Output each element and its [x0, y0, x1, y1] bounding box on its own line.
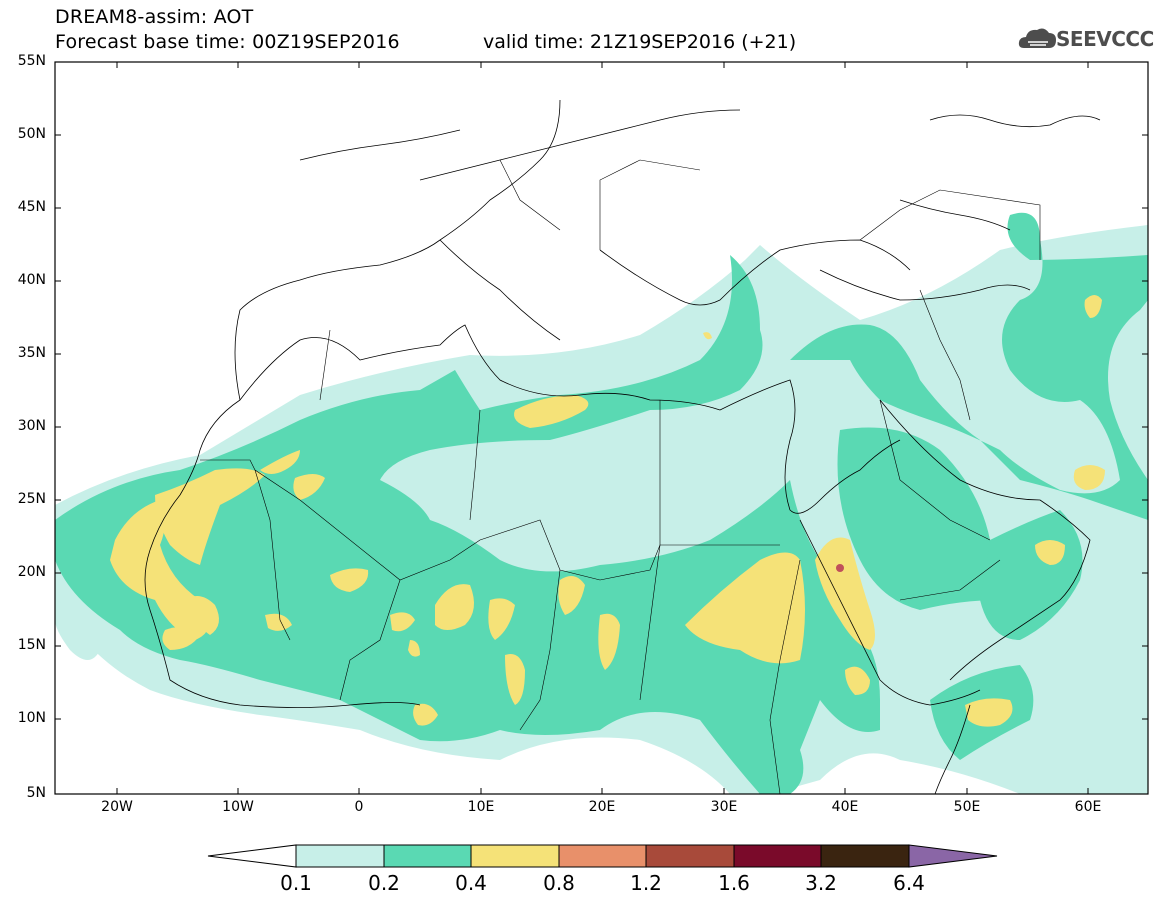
coastlines	[144, 99, 1101, 794]
lon-label: 10E	[467, 799, 495, 815]
lon-label: 20E	[588, 799, 616, 815]
colorbar-label: 1.2	[630, 871, 662, 895]
colorbar-bin-3.2-6.4	[820, 844, 910, 868]
colorbar	[207, 844, 998, 868]
colorbar-under-triangle	[207, 844, 297, 868]
aot-level-0.4	[110, 295, 1105, 727]
lat-label: 5N	[26, 785, 46, 801]
colorbar-label: 1.6	[718, 871, 750, 895]
colorbar-bin-1.2-1.6	[645, 844, 735, 868]
colorbar-bin-0.1-0.2	[295, 844, 385, 868]
lon-label: 30E	[710, 799, 738, 815]
lat-label: 15N	[17, 637, 46, 653]
colorbar-label: 6.4	[893, 871, 925, 895]
logo-text: SEEVCCC	[1056, 27, 1154, 51]
lat-ticks	[55, 61, 1148, 795]
colorbar-bin-0.2-0.4	[383, 844, 472, 868]
lat-label: 30N	[17, 418, 46, 434]
lat-label: 10N	[17, 710, 46, 726]
colorbar-label: 0.1	[280, 871, 312, 895]
colorbar-label: 0.4	[455, 871, 487, 895]
colorbar-over-triangle	[908, 844, 998, 868]
lon-label: 60E	[1074, 799, 1102, 815]
colorbar-label: 0.2	[368, 871, 400, 895]
lon-label: 10W	[222, 799, 254, 815]
lon-label: 0	[354, 799, 364, 815]
colorbar-bin-0.8-1.2	[558, 844, 647, 868]
lat-label: 25N	[17, 491, 46, 507]
lat-label: 45N	[17, 199, 46, 215]
cloud-logo-icon	[1018, 28, 1056, 48]
lat-label: 50N	[17, 126, 46, 142]
valid-time: valid time: 21Z19SEP2016 (+21)	[483, 31, 797, 53]
lon-label: 40E	[831, 799, 859, 815]
lat-label: 35N	[17, 345, 46, 361]
forecast-base-time: Forecast base time: 00Z19SEP2016	[55, 31, 400, 53]
colorbar-label: 3.2	[805, 871, 837, 895]
colorbar-label: 0.8	[543, 871, 575, 895]
country-borders	[200, 159, 1041, 794]
chart-title: DREAM8-assim: AOT	[55, 6, 254, 28]
colorbar-bin-0.4-0.8	[470, 844, 560, 868]
lon-ticks	[116, 62, 1089, 794]
lat-label: 40N	[17, 272, 46, 288]
lon-label: 20W	[101, 799, 133, 815]
lat-label: 55N	[17, 53, 46, 69]
colorbar-bin-1.6-3.2	[733, 844, 822, 868]
aot-level-0.8-spot	[836, 564, 844, 572]
lat-label: 20N	[17, 564, 46, 580]
lon-label: 50E	[953, 799, 981, 815]
